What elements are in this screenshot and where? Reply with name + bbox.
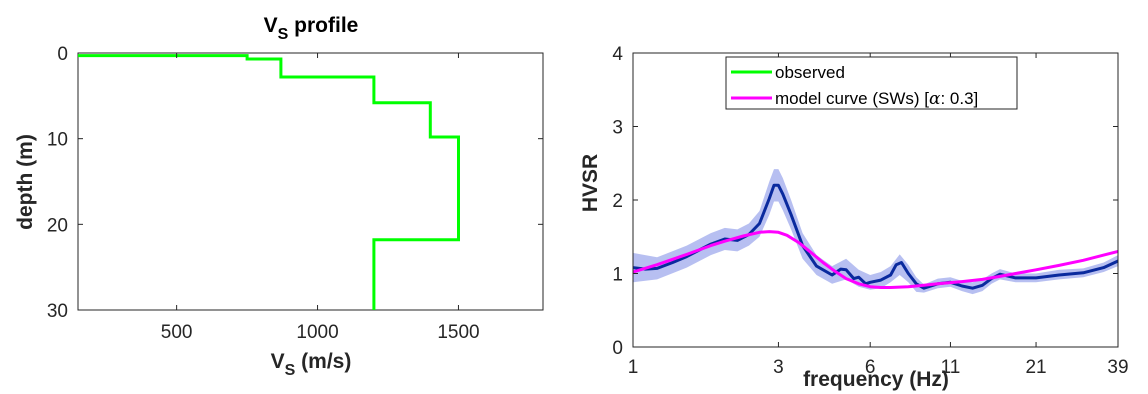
vs-x-tick-label: 500 bbox=[161, 322, 193, 343]
vs-xlabel-sub: S bbox=[285, 362, 296, 379]
hvsr-model-line bbox=[632, 230, 1119, 289]
hvsr-x-tick-label: 11 bbox=[941, 357, 961, 378]
hvsr-x-tick-label: 1 bbox=[628, 357, 639, 378]
vs-profile-line bbox=[78, 54, 460, 310]
vs-profile-plot-area bbox=[77, 52, 544, 311]
vs-xlabel-main: V bbox=[271, 350, 285, 373]
hvsr-x-tick-label: 3 bbox=[773, 357, 784, 378]
vs-title-main: V bbox=[264, 14, 278, 37]
hvsr-y-axis-label: HVSR bbox=[579, 154, 602, 212]
hvsr-y-tick-label: 1 bbox=[612, 265, 623, 286]
legend-box bbox=[725, 56, 1018, 110]
legend-model-label-post: : 0.3] bbox=[940, 89, 978, 108]
hvsr-x-tick-label: 39 bbox=[1107, 357, 1128, 378]
legend-observed-label: observed bbox=[775, 63, 845, 82]
vs-axes-box bbox=[77, 52, 544, 311]
legend-model-label: model curve (SWs) [α: 0.3] bbox=[775, 89, 978, 109]
vs-title-sub: S bbox=[278, 26, 289, 43]
vs-x-tick-label: 1000 bbox=[296, 322, 338, 343]
vs-x-ticks: 500 1000 1500 bbox=[161, 53, 480, 343]
vs-y-tick-label: 20 bbox=[47, 215, 68, 236]
vs-y-tick-label: 30 bbox=[47, 301, 68, 322]
hvsr-legend: observed model curve (SWs) [α: 0.3] bbox=[725, 56, 1018, 110]
hvsr-y-tick-label: 0 bbox=[612, 338, 623, 359]
legend-model-label-alpha: α bbox=[929, 89, 941, 109]
hvsr-x-ticks: 1 3 6 11 21 39 bbox=[628, 53, 1129, 378]
hvsr-y-ticks: 0 1 2 3 4 bbox=[612, 44, 1118, 359]
hvsr-x-tick-label: 6 bbox=[865, 357, 876, 378]
hvsr-std-band bbox=[633, 169, 1118, 295]
hvsr-x-axis-label: frequency (Hz) bbox=[803, 368, 949, 391]
vs-x-tick-label: 1500 bbox=[437, 322, 479, 343]
vs-y-ticks: 0 10 20 30 bbox=[47, 44, 543, 322]
vs-y-axis-label: depth (m) bbox=[14, 134, 37, 230]
vs-profile-title: VS profile bbox=[264, 14, 359, 43]
vs-x-axis-label: VS (m/s) bbox=[271, 350, 352, 379]
hvsr-x-tick-label: 21 bbox=[1025, 357, 1046, 378]
vs-y-tick-label: 0 bbox=[57, 44, 68, 65]
vs-y-tick-label: 10 bbox=[47, 130, 68, 151]
legend-model-label-pre: model curve (SWs) [ bbox=[775, 89, 929, 108]
hvsr-y-tick-label: 2 bbox=[612, 191, 623, 212]
hvsr-y-tick-label: 4 bbox=[612, 44, 623, 65]
vs-title-rest: profile bbox=[288, 14, 358, 37]
vs-xlabel-rest: (m/s) bbox=[295, 350, 351, 373]
hvsr-y-tick-label: 3 bbox=[612, 118, 623, 139]
